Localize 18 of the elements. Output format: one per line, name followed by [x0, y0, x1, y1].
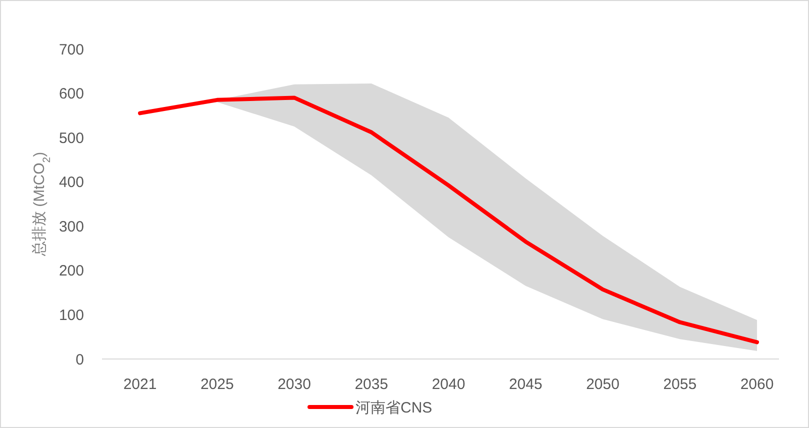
x-tick-label: 2021: [123, 376, 157, 393]
legend-label: 河南省CNS: [356, 399, 432, 416]
y-tick-label: 200: [58, 262, 84, 280]
x-tick-label: 2060: [740, 376, 774, 393]
y-tick-label: 0: [76, 351, 84, 368]
y-tick-label: 400: [58, 174, 84, 192]
x-tick-label: 2055: [663, 376, 697, 393]
y-tick-label: 300: [58, 218, 84, 236]
x-tick-label: 2045: [508, 376, 542, 393]
y-tick-label: 600: [58, 86, 84, 103]
y-tick-label: 500: [58, 130, 84, 147]
x-tick-label: 2025: [200, 376, 234, 393]
x-tick-label: 2040: [432, 376, 466, 393]
x-tick-label: 2030: [278, 376, 311, 393]
y-tick-label: 100: [58, 306, 84, 324]
x-tick-label: 2035: [354, 376, 388, 393]
x-tick-label: 2050: [586, 376, 620, 393]
y-tick-label: 700: [58, 41, 84, 58]
